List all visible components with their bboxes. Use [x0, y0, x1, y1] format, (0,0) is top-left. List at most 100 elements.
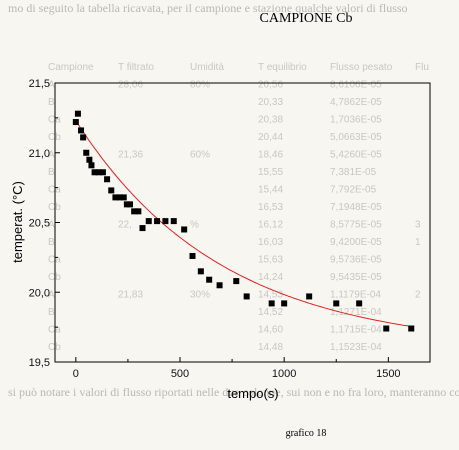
fit-curve [75, 120, 412, 327]
x-axis-title: tempo(s) [227, 386, 278, 401]
bg-table-cell: 18,46 [258, 150, 283, 161]
bg-table-cell: 14,52 [258, 307, 283, 318]
bg-table-cell: 30% [190, 290, 210, 301]
bg-table-cell: B [48, 97, 55, 108]
bg-table-cell: 16,53 [258, 202, 283, 213]
data-point [268, 300, 275, 307]
data-point [83, 149, 90, 156]
bg-table-cell: A [48, 80, 55, 91]
chart-title: CAMPIONE Cb [260, 11, 353, 26]
bg-table-cell: 7,792E-05 [330, 185, 377, 196]
scatter-chart: CAMPIONE Cb 0 500 1000 1500 19,520,020,521,… [10, 11, 431, 401]
bg-table-header: Campione [48, 62, 94, 73]
bg-table-cell: 7,1948E-05 [330, 202, 382, 213]
bg-table-cell: 15,55 [258, 167, 283, 178]
x-tick-label: 0 [73, 368, 79, 380]
data-point [99, 169, 106, 176]
bg-table-cell: 8,5775E-05 [330, 220, 382, 231]
data-point [408, 325, 415, 332]
bg-table-cell: 1,1271E-04 [330, 307, 382, 318]
bg-table-header: Umidità [190, 62, 224, 73]
data-point [78, 127, 85, 134]
bg-table-cell: 1,7036E-05 [330, 115, 382, 126]
bleed-bottom-text: si può notare i valori di flusso riporta… [8, 385, 459, 399]
data-point [88, 162, 95, 169]
bg-table-cell: 80% [190, 80, 210, 91]
y-tick-label: 20,0 [29, 287, 50, 299]
data-point [112, 194, 119, 201]
bg-table-cell: 14,60 [258, 325, 283, 336]
y-axis-ticks: 19,5 20,0 20,5 21,0 21,5 [29, 78, 60, 369]
y-tick-label: 20,5 [29, 218, 50, 230]
bg-table-cell: 1,1179E-04 [330, 290, 381, 301]
data-point [91, 169, 98, 176]
bg-table-cell: B [48, 237, 55, 248]
bg-table-cell: 5,4260E-05 [330, 150, 382, 161]
data-point [216, 282, 223, 289]
x-axis-ticks: 0 500 1000 1500 [73, 357, 401, 380]
bg-table-cell: 1,1523E-04 [330, 342, 382, 353]
bg-table-cell: 20,56 [258, 80, 283, 91]
bg-table-cell: 8,6106E-05 [330, 80, 382, 91]
bg-table-cell: B [48, 167, 55, 178]
bg-table-cell: 1,1715E-04 [330, 325, 382, 336]
bg-table-cell: A [48, 290, 55, 301]
bg-table-cell: 15,63 [258, 255, 283, 266]
data-point [356, 300, 363, 307]
data-points [72, 110, 415, 332]
bg-table-header: Flusso pesato [330, 62, 393, 73]
x-tick-label: 1000 [272, 368, 296, 380]
data-point [135, 208, 142, 215]
data-point [189, 252, 196, 259]
data-point [333, 300, 340, 307]
bg-table-cell: 5,0663E-05 [330, 132, 382, 143]
data-point [123, 201, 130, 208]
figure-caption: grafico 18 [286, 428, 327, 439]
data-point [80, 134, 87, 141]
bg-table-cell: 14,53 [258, 290, 283, 301]
data-point [206, 276, 213, 283]
bg-table-cell: 3 [415, 220, 421, 231]
x-tick-label: 1500 [376, 368, 400, 380]
bg-table-cell: 22, [118, 220, 132, 231]
data-point [86, 156, 93, 163]
bg-table-header: T filtrato [118, 62, 154, 73]
bg-table-cell: 20,44 [258, 132, 283, 143]
bg-table-cell: 21,83 [118, 290, 143, 301]
data-point [233, 278, 240, 285]
data-point [162, 218, 169, 225]
bg-table-cell: 1 [415, 237, 421, 248]
bg-table-cell: B [48, 307, 55, 318]
data-point [95, 169, 102, 176]
y-axis-title: temperat. (°C) [10, 181, 25, 263]
bg-table-cell: % [190, 220, 199, 231]
data-point [181, 226, 188, 233]
background-table: Campione T filtrato Umidità T equilibrio Flu… [48, 62, 429, 353]
x-tick-label: 500 [171, 368, 189, 380]
bg-table-cell: 2 [415, 290, 421, 301]
data-point [139, 225, 146, 232]
bg-table-cell: A [48, 220, 55, 231]
data-point [127, 201, 133, 208]
data-point [145, 218, 152, 225]
data-point [116, 194, 123, 201]
bg-table-cell: 28,06 [118, 80, 143, 91]
bleed-top-text: mo di seguito la tabella ricavata, per i… [8, 1, 408, 15]
data-point [108, 187, 115, 194]
bg-table-header: Flu [415, 62, 429, 73]
data-point [306, 293, 313, 300]
data-point [72, 119, 79, 126]
bg-table-cell: 15,44 [258, 185, 283, 196]
bg-table-cell: 60% [190, 150, 210, 161]
data-point [197, 268, 204, 275]
bg-table-cell: 14,48 [258, 342, 283, 353]
data-point [170, 218, 177, 225]
data-point [154, 218, 161, 225]
bg-table-cell: 20,38 [258, 115, 283, 126]
data-point [383, 325, 390, 332]
bg-table-cell: 20,33 [258, 97, 283, 108]
data-point [74, 110, 81, 117]
bg-table-cell: 7,381E-05 [330, 167, 377, 178]
bg-table-cell: 9,5435E-05 [330, 272, 382, 283]
y-tick-label: 21,5 [29, 78, 50, 90]
